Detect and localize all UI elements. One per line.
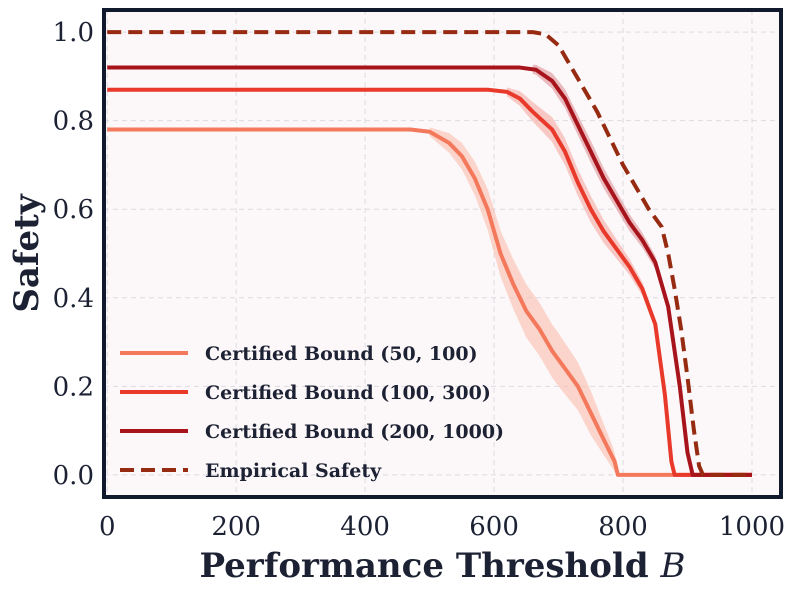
line-series-4 — [107, 30, 752, 477]
x-tick-label: 800 — [598, 512, 648, 542]
line-series-3 — [107, 65, 752, 477]
plot-frame — [102, 8, 783, 499]
legend: Certified Bound (50, 100) Certified Bound… — [120, 343, 504, 482]
x-tick-labels: 0 200 400 600 800 1000 — [99, 512, 785, 542]
y-tick-label: 0.4 — [53, 284, 94, 314]
legend-label: Certified Bound (100, 300) — [205, 382, 491, 404]
legend-label: Certified Bound (50, 100) — [205, 343, 478, 365]
x-tick-label: 400 — [340, 512, 390, 542]
legend-label: Empirical Safety — [205, 460, 382, 482]
y-tick-label: 0.0 — [53, 461, 94, 491]
x-axis-label: Performance Threshold B — [200, 546, 686, 586]
y-tick-label: 0.2 — [53, 372, 94, 402]
y-axis-label: Safety — [7, 193, 47, 313]
line-series-2 — [107, 87, 752, 477]
series-lines — [107, 30, 752, 477]
x-tick-label: 1000 — [719, 512, 785, 542]
y-tick-label: 0.8 — [53, 107, 94, 137]
x-tick-label: 200 — [211, 512, 261, 542]
x-tick-label: 0 — [99, 512, 116, 542]
y-tick-label: 0.6 — [53, 195, 94, 225]
line-series-1 — [107, 127, 752, 477]
y-tick-labels: 0.0 0.2 0.4 0.6 0.8 1.0 — [53, 18, 94, 491]
legend-label: Certified Bound (200, 1000) — [205, 421, 504, 443]
x-tick-label: 600 — [469, 512, 519, 542]
y-tick-label: 1.0 — [53, 18, 94, 48]
